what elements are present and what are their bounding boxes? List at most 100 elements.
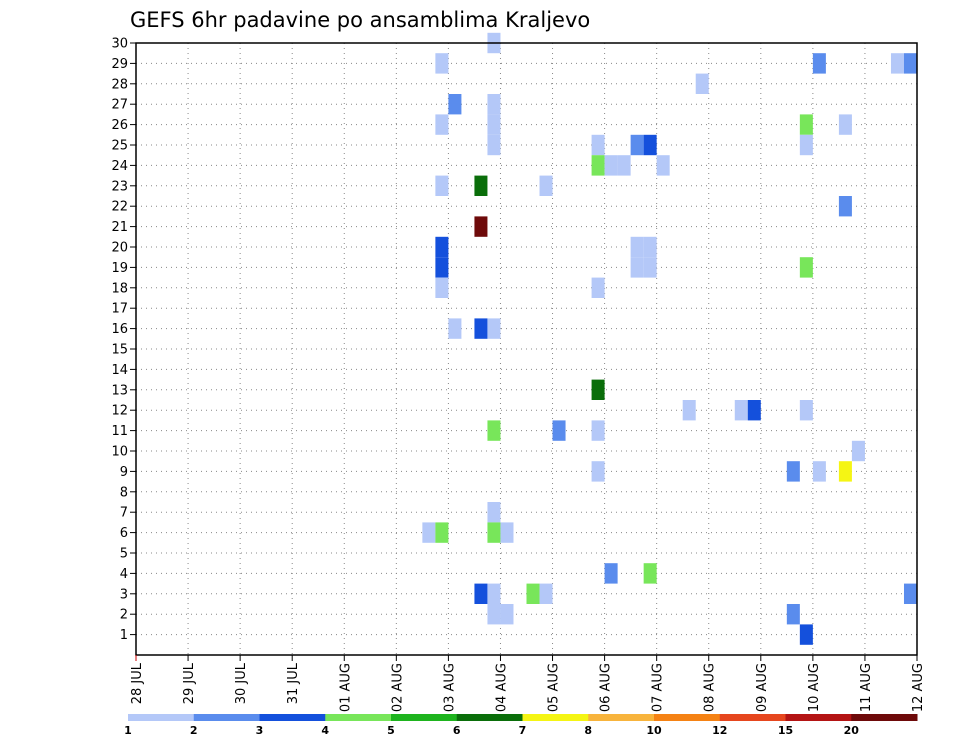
heatmap-cell	[474, 583, 488, 604]
heatmap-cell	[539, 175, 553, 196]
legend-swatch	[325, 714, 392, 721]
x-tick-label: 08 AUG	[703, 663, 718, 712]
y-tick-label: 2	[120, 608, 128, 623]
legend-swatch	[391, 714, 458, 721]
heatmap-cell	[604, 155, 618, 176]
heatmap-cell	[487, 94, 501, 115]
legend-label: 12	[712, 724, 727, 737]
x-tick-label: 30 JUL	[234, 662, 249, 704]
heatmap-cell	[617, 155, 631, 176]
legend-label: 7	[519, 724, 527, 737]
heatmap-cell	[487, 318, 501, 339]
legend-label: 20	[844, 724, 860, 737]
heatmap-cell	[799, 134, 813, 156]
heatmap-cell	[487, 114, 501, 135]
y-tick-label: 8	[120, 485, 128, 500]
heatmap-cell	[656, 155, 670, 176]
x-tick-label: 02 AUG	[390, 663, 405, 712]
x-tick-label: 01 AUG	[338, 663, 353, 712]
heatmap-cell	[487, 134, 501, 156]
legend-label: 4	[321, 724, 329, 737]
heatmap-cell	[539, 583, 553, 604]
legend-swatch	[259, 714, 326, 721]
y-tick-label: 29	[111, 57, 128, 72]
y-tick-label: 21	[111, 220, 128, 235]
y-tick-label: 4	[120, 567, 128, 582]
y-tick-label: 19	[111, 261, 128, 276]
heatmap-cell	[799, 624, 813, 645]
legend-label: 10	[646, 724, 662, 737]
cells	[422, 32, 917, 645]
y-tick-label: 22	[111, 200, 128, 215]
y-tick-label: 11	[111, 424, 128, 439]
heatmap-cell	[630, 257, 644, 278]
heatmap-cell	[474, 216, 488, 237]
heatmap-cell	[474, 318, 488, 339]
legend-label: 2	[190, 724, 198, 737]
heatmap-cell	[903, 53, 917, 74]
heatmap-cell	[487, 420, 501, 441]
heatmap-cell	[552, 420, 566, 441]
heatmap-cell	[799, 400, 813, 421]
x-axis: 28 JUL 29 JUL 30 JUL 31 JUL 01 AUG 02 AUG 03 A…	[130, 655, 926, 712]
y-tick-label: 14	[111, 363, 128, 378]
x-tick-label: 05 AUG	[547, 663, 562, 712]
x-tick-label: 07 AUG	[651, 663, 666, 712]
heatmap-cell	[838, 114, 852, 135]
x-tick-label: 04 AUG	[494, 663, 509, 712]
y-tick-label: 5	[120, 547, 128, 562]
y-tick-label: 9	[120, 465, 128, 480]
heatmap-cell	[435, 236, 449, 258]
legend-label: 3	[256, 724, 264, 737]
x-tick-label: 10 AUG	[807, 663, 822, 712]
legend-swatch	[719, 714, 786, 721]
x-tick-label: 12 AUG	[911, 663, 926, 712]
heatmap-cell	[487, 502, 501, 523]
heatmap-cell	[591, 379, 605, 400]
y-tick-label: 7	[120, 506, 128, 521]
x-tick-label: 09 AUG	[755, 663, 770, 712]
heatmap-cell	[591, 155, 605, 176]
heatmap-cell	[435, 277, 449, 298]
heatmap-cell	[487, 522, 501, 543]
heatmap-cell	[695, 73, 709, 94]
y-tick-label: 20	[111, 241, 128, 256]
y-tick-label: 17	[111, 302, 128, 317]
legend-swatch	[522, 714, 589, 721]
y-tick-label: 26	[111, 118, 128, 133]
x-tick-label: 31 JUL	[286, 662, 301, 704]
heatmap-cell	[786, 604, 800, 625]
heatmap-cell	[812, 53, 826, 74]
y-tick-label: 10	[111, 445, 128, 460]
heatmap-cell	[591, 134, 605, 156]
legend-swatch	[128, 714, 195, 721]
chart-title: GEFS 6hr padavine po ansamblima Kraljevo	[130, 8, 590, 32]
y-tick-label: 13	[111, 383, 128, 398]
y-tick-label: 1	[120, 628, 128, 643]
heatmap-cell	[474, 175, 488, 196]
heatmap-cell	[838, 461, 852, 482]
heatmap-cell	[435, 257, 449, 278]
y-tick-label: 15	[111, 343, 128, 358]
heatmap-cell	[435, 175, 449, 196]
legend-label: 6	[453, 724, 461, 737]
heatmap-cell	[851, 440, 865, 462]
heatmap-cell	[786, 461, 800, 482]
y-tick-label: 30	[111, 37, 128, 52]
x-tick-label: 28 JUL	[130, 662, 145, 704]
heatmap-cell	[799, 114, 813, 135]
heatmap-cell	[591, 420, 605, 441]
heatmap-cell	[643, 563, 657, 584]
x-tick-label: 29 JUL	[182, 662, 197, 704]
y-tick-label: 25	[111, 139, 128, 154]
y-tick-label: 16	[111, 322, 128, 337]
y-axis: 1234567891011121314151617181920212223242…	[111, 37, 136, 643]
heatmap-cell	[435, 522, 449, 543]
heatmap-cell	[448, 94, 462, 115]
legend-swatch	[193, 714, 260, 721]
heatmap-cell	[734, 400, 748, 421]
heatmap-cell	[435, 53, 449, 74]
heatmap-cell	[448, 318, 462, 339]
heatmap-cell	[591, 277, 605, 298]
y-tick-label: 23	[111, 179, 128, 194]
